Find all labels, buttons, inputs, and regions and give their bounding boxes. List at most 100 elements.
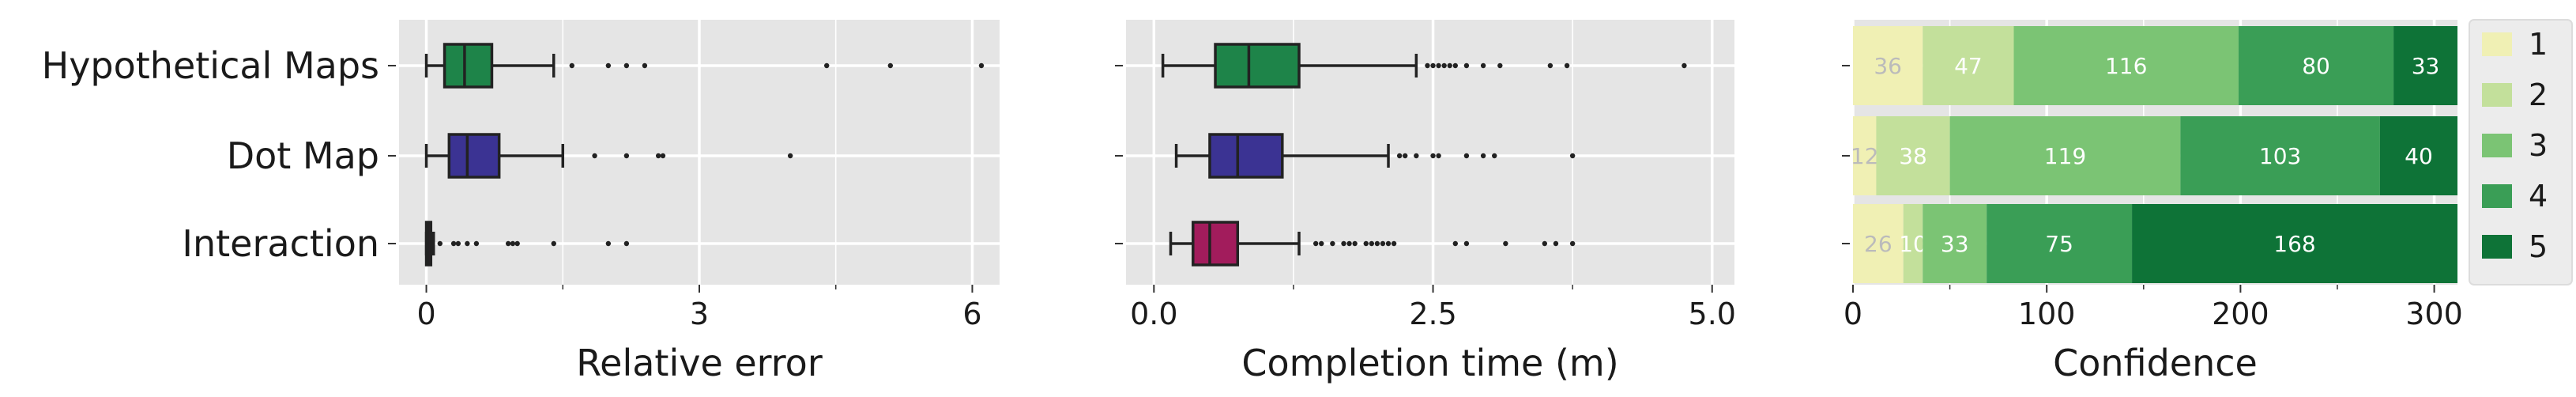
outlier-point	[1391, 240, 1397, 247]
outlier-point	[1380, 240, 1386, 247]
bar-segment	[1987, 204, 2133, 283]
bar-segment	[2393, 26, 2457, 105]
legend-swatch	[2482, 32, 2512, 56]
outlier-point	[1441, 62, 1447, 69]
outlier-point	[1352, 240, 1358, 247]
legend-swatch	[2482, 235, 2512, 259]
bar-value-label: 36	[1874, 53, 1902, 79]
x-tick-label: 0	[416, 297, 435, 331]
y-tick-label: Dot Map	[227, 134, 379, 177]
outlier-point	[505, 240, 511, 247]
outlier-point	[623, 240, 630, 247]
outlier-point	[455, 240, 461, 247]
outlier-point	[1682, 62, 1687, 69]
outlier-point	[1330, 240, 1335, 247]
bar-segment	[2180, 116, 2380, 195]
bar-segment	[1903, 204, 1923, 283]
outlier-point	[473, 240, 480, 247]
outlier-point	[1480, 153, 1486, 159]
outlier-point	[623, 153, 630, 159]
outlier-point	[824, 62, 830, 69]
outlier-point	[1463, 153, 1470, 159]
bar-segment	[2132, 204, 2457, 283]
x-tick-label: 3	[690, 297, 709, 331]
bar-segment	[1923, 26, 2014, 105]
bar-value-label: 38	[1899, 143, 1927, 169]
outlier-point	[1430, 153, 1436, 159]
bar-segment	[2238, 26, 2394, 105]
box-1	[424, 43, 985, 89]
bar-value-label: 80	[2302, 53, 2330, 79]
outlier-point	[1463, 62, 1470, 69]
x-tick-label: 2.5	[1409, 297, 1456, 331]
outlier-point	[642, 62, 648, 69]
bar-value-label: 40	[2405, 143, 2433, 169]
box-body	[1192, 221, 1240, 267]
outlier-point	[605, 62, 612, 69]
legend: 1 2 3 4 5	[2469, 19, 2573, 285]
x-tick-label: 0.0	[1130, 297, 1177, 331]
outlier-point	[887, 62, 894, 69]
outlier-point	[1569, 153, 1576, 159]
bar-segment	[1853, 116, 1877, 195]
outlier-point	[465, 240, 470, 247]
bar-value-label: 103	[2259, 143, 2301, 169]
outlier-point	[1363, 240, 1369, 247]
outlier-point	[1553, 240, 1559, 247]
outlier-point	[1492, 153, 1497, 159]
outlier-point	[605, 240, 612, 247]
legend-swatch	[2482, 83, 2512, 107]
outlier-point	[623, 62, 630, 69]
outlier-point	[1369, 240, 1375, 247]
box-body	[443, 43, 494, 89]
legend-label: 3	[2529, 128, 2548, 163]
outlier-point	[1374, 240, 1380, 247]
box-3	[424, 221, 630, 267]
box-body	[1208, 133, 1284, 179]
y-tick-label: Hypothetical Maps	[42, 44, 379, 87]
x-tick-label: 300	[2405, 297, 2463, 331]
box-2	[1174, 133, 1576, 179]
bar-segment	[1923, 204, 1987, 283]
series-4: 80 103 75	[1987, 26, 2394, 283]
bar-value-label: 26	[1864, 231, 1892, 257]
legend-label: 5	[2529, 229, 2548, 264]
x-tick-label: 100	[2018, 297, 2076, 331]
series-1: 36 12 26	[1851, 26, 1923, 283]
outlier-point	[1463, 240, 1470, 247]
outlier-point	[1341, 240, 1346, 247]
legend-label: 1	[2529, 27, 2548, 62]
outlier-point	[1319, 240, 1324, 247]
legend-swatch	[2482, 184, 2512, 208]
box-2	[424, 133, 793, 179]
outlier-point	[450, 240, 457, 247]
outlier-point	[978, 62, 985, 69]
bar-value-label: 47	[1954, 53, 1983, 79]
bar-value-label: 12	[1851, 143, 1879, 169]
bar-segment	[1876, 116, 1950, 195]
outlier-point	[1396, 153, 1403, 159]
panel-3: 0 100 200 300Confidence36122647381011611933…	[1842, 19, 2573, 384]
outlier-point	[1569, 240, 1576, 247]
outlier-point	[1547, 62, 1554, 69]
outlier-point	[437, 240, 443, 247]
x-axis-label: Completion time (m)	[1241, 342, 1618, 384]
outlier-point	[1564, 62, 1570, 69]
outlier-point	[592, 153, 597, 159]
legend-swatch	[2482, 134, 2512, 157]
bar-segment	[1853, 204, 1904, 283]
outlier-point	[1430, 62, 1436, 69]
outlier-point	[569, 62, 574, 69]
x-tick-label: 0	[1843, 297, 1862, 331]
bar-value-label: 33	[2412, 53, 2440, 79]
series-5: 33 40 168	[2132, 26, 2457, 283]
outlier-point	[1503, 240, 1508, 247]
outlier-point	[1385, 240, 1392, 247]
outlier-point	[1414, 153, 1419, 159]
x-axis-label: Relative error	[576, 342, 823, 384]
outlier-point	[1452, 62, 1458, 69]
outlier-point	[1480, 62, 1486, 69]
outlier-point	[1346, 240, 1352, 247]
outlier-point	[1312, 240, 1319, 247]
